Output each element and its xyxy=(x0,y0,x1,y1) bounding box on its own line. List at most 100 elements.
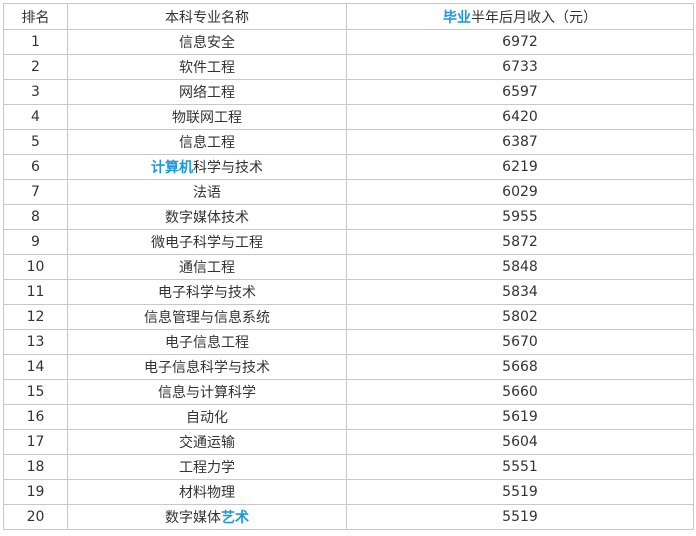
rank-cell: 15 xyxy=(3,379,68,405)
row: 9 微电子科学与工程 5872 xyxy=(3,229,694,255)
major-cell: 信息安全 xyxy=(67,29,347,55)
rank-cell: 13 xyxy=(3,329,68,355)
text: 网络工程 xyxy=(179,85,235,101)
text: 法语 xyxy=(193,185,221,201)
income-cell: 5834 xyxy=(346,279,694,305)
income-cell: 6733 xyxy=(346,54,694,80)
row: 6 计算机科学与技术 6219 xyxy=(3,154,694,180)
text: 数字媒体 xyxy=(165,510,221,526)
row: 8 数字媒体技术 5955 xyxy=(3,204,694,230)
major-cell: 信息管理与信息系统 xyxy=(67,304,347,330)
rank-cell: 4 xyxy=(3,104,68,130)
row: 11 电子科学与技术 5834 xyxy=(3,279,694,305)
text: 电子信息工程 xyxy=(165,335,249,351)
row: 16 自动化 5619 xyxy=(3,404,694,430)
major-cell: 材料物理 xyxy=(67,479,347,505)
income-cell: 5872 xyxy=(346,229,694,255)
row: 17 交通运输 5604 xyxy=(3,429,694,455)
row: 19 材料物理 5519 xyxy=(3,479,694,505)
major-cell: 通信工程 xyxy=(67,254,347,280)
row: 15 信息与计算科学 5660 xyxy=(3,379,694,405)
income-cell: 6972 xyxy=(346,29,694,55)
keyword-link[interactable]: 计算机 xyxy=(151,160,193,176)
page: 排名 本科专业名称 毕业半年后月收入（元） 1 信息安全 6972 2 软件工程 6733 3 网络… xyxy=(0,3,696,536)
income-table: 排名 本科专业名称 毕业半年后月收入（元） 1 信息安全 6972 2 软件工程 6733 3 网络… xyxy=(3,3,694,530)
header-cell: 毕业半年后月收入（元） xyxy=(346,3,694,30)
rank-cell: 3 xyxy=(3,79,68,105)
rank-cell: 1 xyxy=(3,29,68,55)
rank-cell: 2 xyxy=(3,54,68,80)
income-cell: 5519 xyxy=(346,504,694,530)
income-cell: 5660 xyxy=(346,379,694,405)
major-cell: 信息工程 xyxy=(67,129,347,155)
major-cell: 信息与计算科学 xyxy=(67,379,347,405)
text: 电子信息科学与技术 xyxy=(144,360,270,376)
text: 通信工程 xyxy=(179,260,235,276)
income-cell: 5619 xyxy=(346,404,694,430)
income-cell: 5670 xyxy=(346,329,694,355)
text: 信息安全 xyxy=(179,35,235,51)
header-row: 排名 本科专业名称 毕业半年后月收入（元） xyxy=(3,3,694,30)
text: 物联网工程 xyxy=(172,110,242,126)
header-cell: 本科专业名称 xyxy=(67,3,347,30)
keyword-link[interactable]: 毕业 xyxy=(443,9,471,26)
rank-cell: 16 xyxy=(3,404,68,430)
row: 12 信息管理与信息系统 5802 xyxy=(3,304,694,330)
rank-cell: 17 xyxy=(3,429,68,455)
rank-cell: 6 xyxy=(3,154,68,180)
row: 18 工程力学 5551 xyxy=(3,454,694,480)
income-cell: 5604 xyxy=(346,429,694,455)
text: 电子科学与技术 xyxy=(158,285,256,301)
row: 7 法语 6029 xyxy=(3,179,694,205)
income-cell: 6597 xyxy=(346,79,694,105)
row: 4 物联网工程 6420 xyxy=(3,104,694,130)
table-body: 排名 本科专业名称 毕业半年后月收入（元） 1 信息安全 6972 2 软件工程 6733 3 网络… xyxy=(3,3,694,530)
rank-cell: 7 xyxy=(3,179,68,205)
text: 信息与计算科学 xyxy=(158,385,256,401)
rank-cell: 11 xyxy=(3,279,68,305)
major-cell: 物联网工程 xyxy=(67,104,347,130)
income-cell: 5848 xyxy=(346,254,694,280)
major-cell: 工程力学 xyxy=(67,454,347,480)
major-cell: 数字媒体技术 xyxy=(67,204,347,230)
text: 工程力学 xyxy=(179,460,235,476)
header-cell: 排名 xyxy=(3,3,68,30)
text: 微电子科学与工程 xyxy=(151,235,263,251)
income-cell: 5955 xyxy=(346,204,694,230)
income-cell: 5802 xyxy=(346,304,694,330)
row: 10 通信工程 5848 xyxy=(3,254,694,280)
rank-cell: 9 xyxy=(3,229,68,255)
major-cell: 计算机科学与技术 xyxy=(67,154,347,180)
rank-cell: 14 xyxy=(3,354,68,380)
keyword-link[interactable]: 艺术 xyxy=(221,510,249,526)
major-cell: 电子信息工程 xyxy=(67,329,347,355)
major-cell: 法语 xyxy=(67,179,347,205)
text: 数字媒体技术 xyxy=(165,210,249,226)
rank-cell: 8 xyxy=(3,204,68,230)
text: 信息工程 xyxy=(179,135,235,151)
major-cell: 自动化 xyxy=(67,404,347,430)
text: 交通运输 xyxy=(179,435,235,451)
major-cell: 微电子科学与工程 xyxy=(67,229,347,255)
income-cell: 6029 xyxy=(346,179,694,205)
row: 14 电子信息科学与技术 5668 xyxy=(3,354,694,380)
row: 3 网络工程 6597 xyxy=(3,79,694,105)
major-cell: 电子科学与技术 xyxy=(67,279,347,305)
major-cell: 电子信息科学与技术 xyxy=(67,354,347,380)
text: 自动化 xyxy=(186,410,228,426)
income-cell: 5551 xyxy=(346,454,694,480)
row: 13 电子信息工程 5670 xyxy=(3,329,694,355)
row: 2 软件工程 6733 xyxy=(3,54,694,80)
major-cell: 交通运输 xyxy=(67,429,347,455)
major-cell: 软件工程 xyxy=(67,54,347,80)
rank-cell: 10 xyxy=(3,254,68,280)
rank-cell: 12 xyxy=(3,304,68,330)
rank-cell: 5 xyxy=(3,129,68,155)
income-cell: 6387 xyxy=(346,129,694,155)
major-cell: 数字媒体艺术 xyxy=(67,504,347,530)
rank-cell: 20 xyxy=(3,504,68,530)
row: 1 信息安全 6972 xyxy=(3,29,694,55)
row: 5 信息工程 6387 xyxy=(3,129,694,155)
text: 信息管理与信息系统 xyxy=(144,310,270,326)
rank-cell: 19 xyxy=(3,479,68,505)
